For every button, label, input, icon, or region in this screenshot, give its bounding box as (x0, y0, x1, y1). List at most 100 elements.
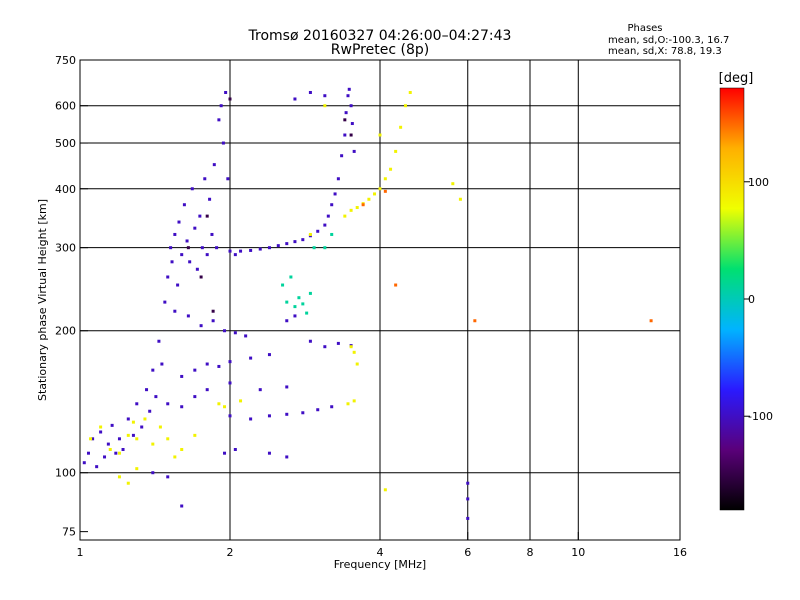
data-point (166, 437, 170, 441)
data-point (91, 437, 95, 441)
data-point (114, 451, 118, 455)
data-point (466, 481, 470, 485)
data-point (340, 154, 344, 158)
data-point (221, 141, 225, 145)
data-point (169, 246, 173, 250)
data-point (148, 409, 152, 413)
data-point (233, 331, 237, 335)
data-point (228, 97, 232, 101)
data-point (177, 220, 181, 224)
data-point (186, 314, 190, 318)
data-point (166, 402, 170, 406)
x-tick-label: 2 (227, 546, 234, 559)
data-point (89, 437, 93, 441)
data-point (323, 345, 327, 349)
data-point (205, 388, 209, 392)
data-point (346, 402, 350, 406)
data-point (352, 149, 356, 153)
data-point (186, 246, 190, 250)
y-tick-label: 400 (55, 183, 76, 196)
data-point (190, 187, 194, 191)
data-point (249, 248, 253, 252)
colorbar-tick-label: 100 (748, 176, 769, 189)
data-point (176, 283, 180, 287)
data-point (343, 214, 347, 218)
data-point (333, 192, 337, 196)
data-point (233, 253, 237, 257)
data-point (205, 253, 209, 257)
data-point (211, 319, 215, 323)
data-point (223, 405, 227, 409)
y-tick-label: 500 (55, 137, 76, 150)
chart-subtitle: RwPretec (8p) (331, 42, 429, 58)
data-point (349, 345, 353, 349)
chart-title: Tromsø 20160327 04:26:00–04:27:43 (248, 28, 512, 44)
data-point (323, 246, 327, 250)
colorbar-label: [deg] (719, 71, 754, 86)
data-point (330, 203, 334, 207)
data-point (285, 412, 289, 416)
data-point (205, 214, 209, 218)
data-point (267, 451, 271, 455)
legend-line-x: mean, sd,X: 78.8, 19.3 (608, 46, 722, 57)
data-point (394, 283, 398, 287)
legend-heading: Phases (627, 23, 662, 34)
data-point (239, 249, 243, 253)
x-tick-label: 16 (673, 546, 687, 559)
y-tick-label: 750 (55, 54, 76, 67)
data-point (347, 87, 351, 91)
data-point (403, 104, 407, 108)
data-point (145, 388, 149, 392)
data-point (188, 260, 192, 264)
data-point (373, 192, 377, 196)
data-point (301, 238, 305, 242)
data-point (154, 395, 158, 399)
data-point (166, 275, 170, 279)
grid (80, 60, 680, 540)
data-point (103, 455, 107, 459)
data-point (316, 229, 320, 233)
data-point (349, 104, 353, 108)
data-point (258, 388, 262, 392)
data-point (157, 339, 161, 343)
data-point (316, 408, 320, 412)
data-point (458, 197, 462, 201)
data-point (301, 302, 305, 306)
data-point (346, 94, 350, 98)
data-point (193, 226, 197, 230)
data-point (180, 253, 184, 257)
data-point (198, 214, 202, 218)
data-point (180, 447, 184, 451)
data-point (244, 334, 248, 338)
data-point (361, 203, 365, 207)
data-point (210, 232, 214, 236)
x-tick-label: 4 (377, 546, 384, 559)
data-point (205, 362, 209, 366)
colorbar-tick-label: -100 (748, 410, 773, 423)
data-point (173, 455, 177, 459)
data-point (349, 208, 353, 212)
data-point (378, 187, 382, 191)
data-point (193, 433, 197, 437)
x-tick-label: 1 (77, 546, 84, 559)
data-point (224, 90, 228, 94)
data-point (408, 90, 412, 94)
y-tick-label: 600 (55, 100, 76, 113)
data-point (352, 350, 356, 354)
data-point (193, 368, 197, 372)
data-point (140, 425, 144, 429)
data-point (285, 385, 289, 389)
data-point (117, 475, 121, 479)
data-point (203, 177, 207, 181)
data-point (173, 232, 177, 236)
data-point (378, 133, 382, 137)
data-point (336, 177, 340, 181)
data-point (212, 163, 216, 167)
data-point (323, 223, 327, 227)
data-point (217, 118, 221, 122)
data-point (99, 425, 103, 429)
axis-ticks: 1 2 4 6 8 10 16 75 100 200 300 400 500 600 750 (55, 54, 687, 559)
data-point (336, 341, 340, 345)
data-point (352, 399, 356, 403)
data-point (383, 488, 387, 492)
